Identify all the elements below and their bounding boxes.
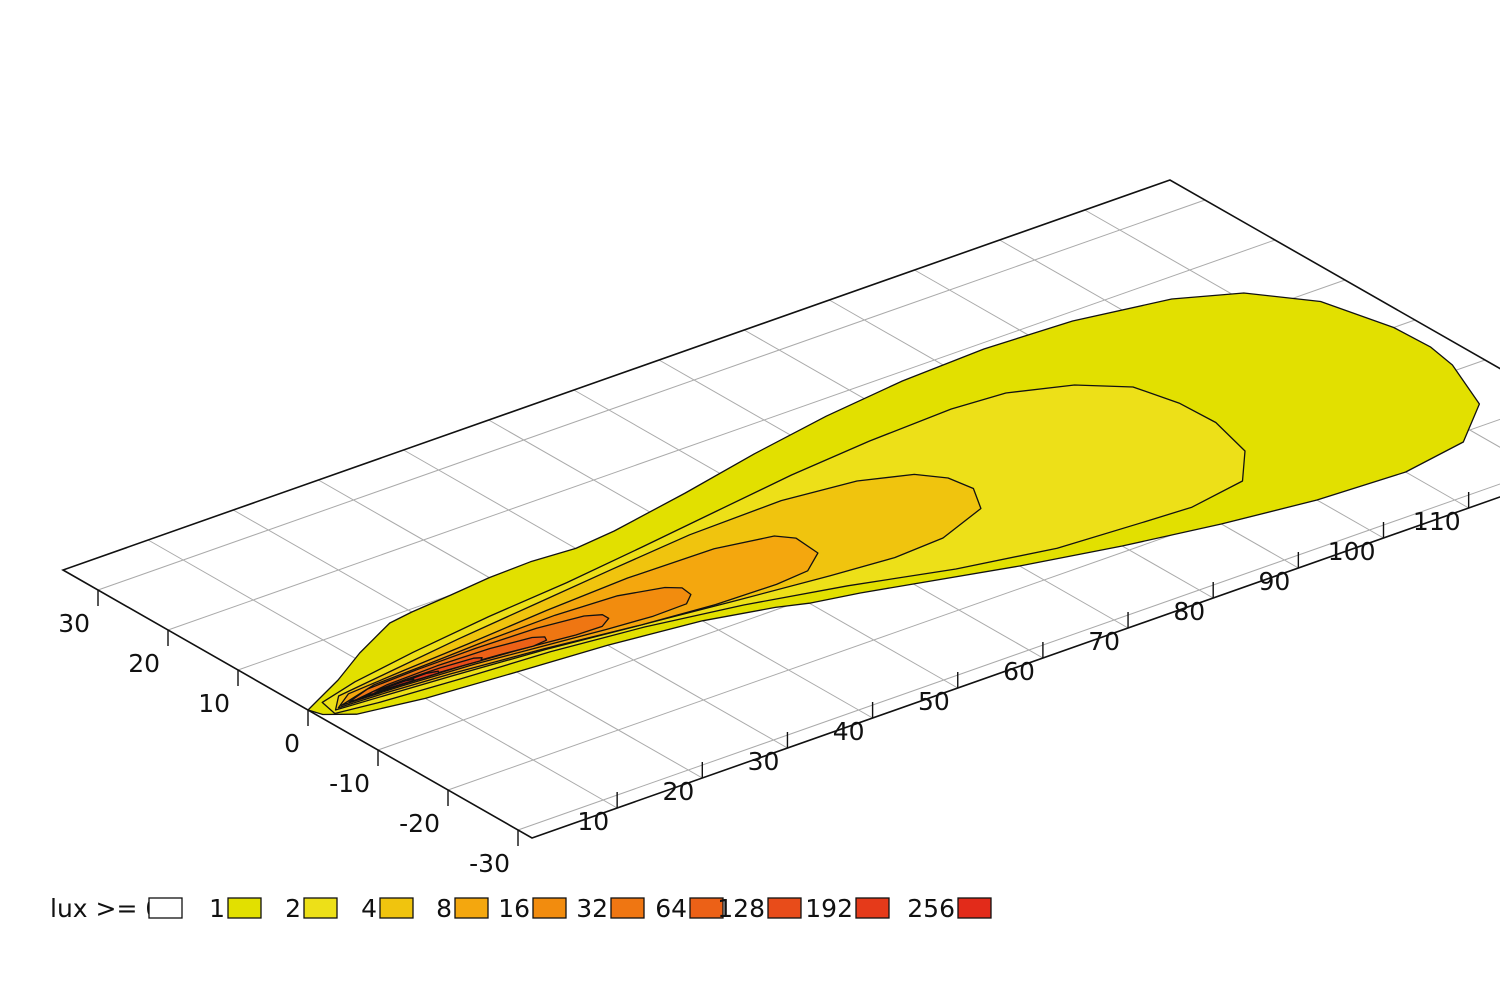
x-tick-label: 100	[1328, 537, 1376, 566]
contour-256-lux	[382, 678, 415, 691]
x-tick-label: 60	[1003, 657, 1035, 686]
legend-label: 32	[576, 894, 608, 923]
x-tick-label: 110	[1413, 507, 1461, 536]
legend-label: 128	[717, 894, 765, 923]
legend-label: 2	[285, 894, 301, 923]
legend-label: 64	[655, 894, 687, 923]
y-tick-label: 30	[58, 609, 90, 638]
plane-border	[61, 179, 1500, 839]
legend-swatch	[148, 897, 183, 919]
legend-swatch	[227, 897, 262, 919]
grid-line-y	[97, 199, 1206, 591]
contour-layers	[307, 292, 1481, 716]
y-tick-label: 20	[128, 649, 160, 678]
legend-swatch	[454, 897, 489, 919]
x-tick-label: 120	[1498, 477, 1500, 506]
legend-swatch	[610, 897, 645, 919]
legend-label: 4	[361, 894, 377, 923]
x-tick-label: 90	[1259, 567, 1291, 596]
y-axis: -30 -20 -10 0 10 20 30	[58, 590, 519, 878]
y-tick-label: -10	[329, 769, 370, 798]
y-tick-label: 10	[198, 689, 230, 718]
legend-label: 256	[907, 894, 955, 923]
legend-label: 8	[436, 894, 452, 923]
legend-label: 1	[209, 894, 225, 923]
y-tick-label: 0	[284, 729, 300, 758]
legend-label: 16	[498, 894, 530, 923]
x-tick-label: 80	[1173, 597, 1205, 626]
x-tick-label: 30	[748, 747, 780, 776]
grid-line-y	[167, 239, 1276, 631]
x-tick-label: 70	[1088, 627, 1120, 656]
x-axis: 10 20 30 40 50 60 70 80 90 100 110 120	[577, 477, 1500, 836]
y-tick-label: -20	[399, 809, 440, 838]
legend-swatch	[689, 897, 724, 919]
legend-swatch	[303, 897, 338, 919]
legend-swatch	[379, 897, 414, 919]
legend-swatch	[957, 897, 992, 919]
plane-outline	[61, 179, 1500, 839]
legend-swatch	[767, 897, 802, 919]
x-tick-label: 40	[833, 717, 865, 746]
legend-label: 192	[805, 894, 853, 923]
y-tick-label: -30	[469, 849, 510, 878]
x-tick-label: 10	[577, 807, 609, 836]
legend-swatch	[855, 897, 890, 919]
x-tick-label: 50	[918, 687, 950, 716]
x-tick-label: 20	[662, 777, 694, 806]
legend: lux >= 0 1 2 4 8 16 32 64 128 192 256	[50, 894, 992, 923]
legend-swatch	[532, 897, 567, 919]
legend-prefix: lux >= 0	[50, 894, 161, 923]
